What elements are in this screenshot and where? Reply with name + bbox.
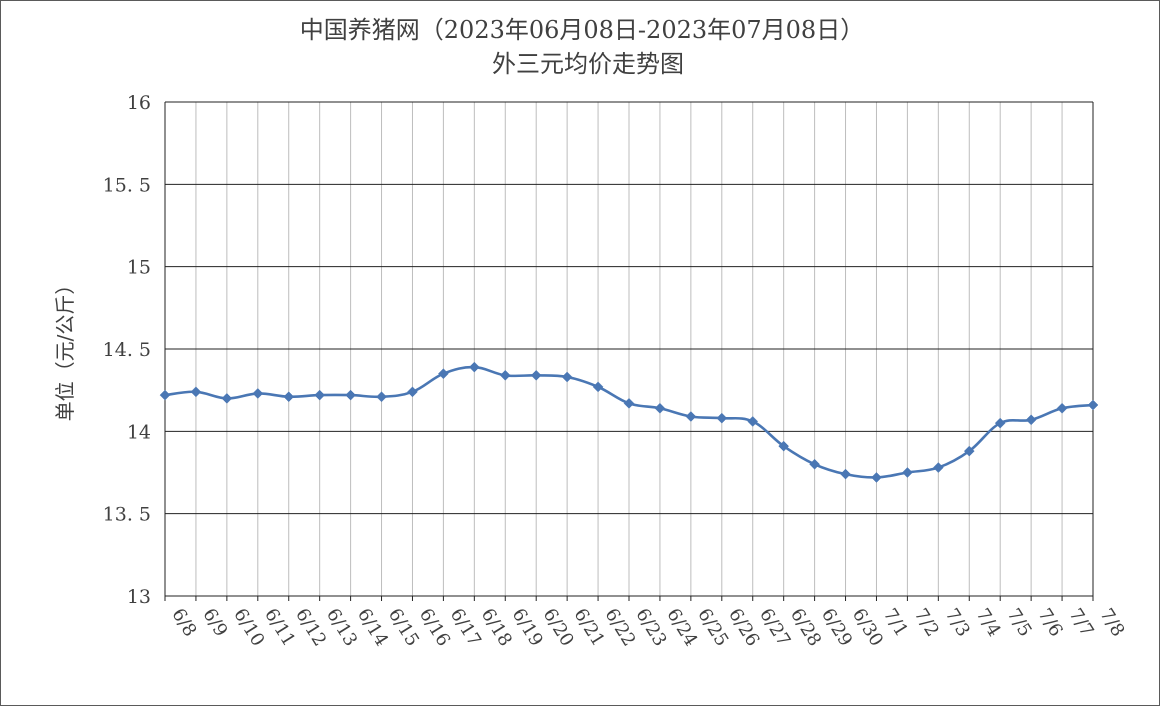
y-tick-label: 13: [127, 586, 151, 608]
y-tick-labels: 13 13. 5 14 14. 5 15 15. 5 16: [103, 92, 151, 608]
price-series: [159, 361, 1099, 483]
x-tick-label: 6/20: [539, 605, 578, 650]
data-point-marker: [902, 467, 913, 478]
data-point-marker: [221, 393, 233, 404]
data-point-marker: [530, 369, 542, 381]
data-point-marker: [1025, 414, 1037, 426]
data-point-marker: [932, 462, 944, 473]
data-point-marker: [407, 386, 418, 398]
data-point-marker: [716, 412, 728, 424]
data-point-marker: [468, 361, 480, 373]
y-tick-label: 16: [127, 92, 151, 114]
chart-subtitle: 外三元均价走势图: [492, 50, 684, 78]
chart-title: 中国养猪网（2023年06月08日-2023年07月08日）: [300, 16, 864, 44]
data-point-marker: [592, 381, 604, 393]
x-tick-label: 6/24: [662, 605, 701, 650]
x-tick-label: 6/17: [446, 605, 485, 650]
x-tick-label: 6/18: [477, 605, 516, 650]
x-tick-label: 6/15: [384, 605, 423, 650]
x-tick-label: 6/10: [229, 605, 268, 650]
x-tick-label: 7/3: [941, 605, 974, 641]
data-point-marker: [654, 402, 666, 414]
data-point-marker: [190, 386, 202, 398]
x-tick-label: 6/29: [817, 605, 856, 650]
x-tick-label: 7/6: [1034, 605, 1067, 641]
y-tick-label: 13. 5: [103, 504, 151, 526]
data-point-marker: [1056, 402, 1068, 414]
y-tick-label: 14: [127, 421, 151, 443]
data-point-marker: [747, 416, 759, 427]
x-tick-label: 6/25: [693, 605, 732, 650]
x-tick-label: 6/26: [724, 605, 763, 650]
y-tick-label: 15. 5: [103, 174, 151, 196]
data-point-marker: [623, 397, 635, 409]
x-tick-label: 6/27: [755, 605, 794, 650]
y-tick-label: 14. 5: [103, 339, 151, 361]
x-tick-label: 6/11: [260, 605, 299, 650]
data-point-marker: [1087, 399, 1099, 411]
x-tick-label: 7/8: [1095, 605, 1128, 641]
data-point-marker: [345, 389, 356, 401]
x-tick-label: 6/14: [353, 605, 392, 650]
x-tick-label: 7/4: [972, 605, 1005, 641]
data-point-marker: [438, 368, 449, 380]
x-tick-label: 6/23: [631, 605, 670, 650]
axes: [164, 102, 1094, 601]
data-point-marker: [252, 388, 264, 399]
data-point-marker: [994, 417, 1006, 429]
x-tick-label: 6/30: [848, 605, 887, 650]
y-axis-label: 单位（元/公斤）: [53, 275, 77, 422]
x-tick-label: 6/9: [198, 605, 231, 641]
data-point-marker: [778, 440, 790, 452]
data-point-marker: [499, 369, 511, 381]
x-tick-label: 6/12: [291, 605, 330, 650]
x-tick-label: 7/7: [1064, 605, 1097, 641]
data-point-marker: [963, 445, 975, 457]
data-point-marker: [376, 391, 387, 403]
data-point-marker: [871, 472, 882, 483]
x-tick-labels: 6/86/96/106/116/126/136/146/156/166/176/…: [167, 605, 1128, 650]
data-point-marker: [314, 389, 326, 401]
x-tick-label: 6/28: [786, 605, 825, 650]
data-point-marker: [283, 391, 295, 403]
data-point-marker: [561, 371, 573, 383]
x-tick-label: 6/13: [322, 605, 361, 650]
x-tick-label: 6/19: [508, 605, 547, 650]
x-tick-label: 7/5: [1003, 605, 1036, 641]
y-tick-label: 15: [127, 257, 151, 279]
data-point-marker: [685, 411, 697, 422]
x-tick-label: 6/16: [415, 605, 454, 650]
data-point-marker: [809, 458, 820, 470]
x-tick-label: 6/21: [570, 605, 609, 650]
gridlines: [165, 101, 1094, 596]
x-tick-label: 6/8: [167, 605, 200, 641]
data-point-marker: [840, 468, 851, 480]
x-tick-label: 6/22: [600, 605, 639, 650]
x-tick-label: 7/2: [910, 605, 943, 641]
data-point-marker: [159, 389, 171, 401]
